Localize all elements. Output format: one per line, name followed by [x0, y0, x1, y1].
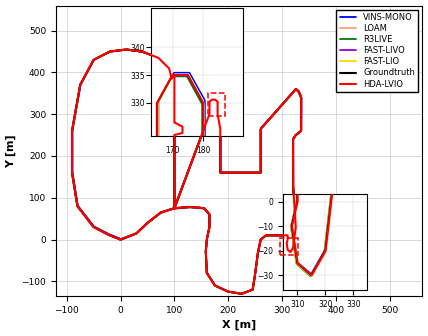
- VINS-MONO: [126, 235, 131, 239]
- R3LIVE: [213, 98, 218, 102]
- VINS-MONO: [239, 292, 244, 296]
- HDA-LVIO: [100, 53, 105, 57]
- VINS-MONO: [207, 217, 212, 221]
- LOAM: [126, 235, 131, 239]
- Line: FAST-LIVO: FAST-LIVO: [72, 49, 301, 294]
- R3LIVE: [217, 135, 223, 139]
- FAST-LIO: [161, 60, 166, 65]
- LOAM: [118, 238, 123, 242]
- FAST-LIVO: [218, 135, 223, 139]
- FAST-LIVO: [213, 98, 218, 102]
- HDA-LVIO: [118, 238, 123, 242]
- Groundtruth: [213, 98, 218, 102]
- HDA-LVIO: [213, 98, 218, 102]
- FAST-LIO: [118, 238, 123, 242]
- Groundtruth: [218, 135, 223, 139]
- LOAM: [123, 48, 128, 52]
- R3LIVE: [123, 47, 128, 51]
- Groundtruth: [207, 217, 212, 221]
- Y-axis label: Y [m]: Y [m]: [6, 134, 16, 168]
- Line: R3LIVE: R3LIVE: [72, 49, 301, 294]
- HDA-LVIO: [123, 47, 128, 51]
- LOAM: [217, 135, 223, 139]
- Line: VINS-MONO: VINS-MONO: [72, 50, 301, 294]
- VINS-MONO: [124, 48, 129, 52]
- LOAM: [207, 217, 212, 221]
- Line: HDA-LVIO: HDA-LVIO: [72, 49, 301, 294]
- FAST-LIVO: [118, 238, 123, 242]
- FAST-LIO: [207, 217, 212, 221]
- VINS-MONO: [214, 98, 219, 102]
- Groundtruth: [123, 47, 128, 51]
- HDA-LVIO: [126, 234, 131, 238]
- FAST-LIVO: [126, 234, 131, 238]
- FAST-LIO: [100, 53, 105, 57]
- FAST-LIVO: [161, 60, 166, 65]
- FAST-LIVO: [239, 292, 244, 296]
- R3LIVE: [207, 217, 212, 221]
- Groundtruth: [118, 238, 123, 242]
- FAST-LIO: [218, 135, 223, 139]
- LOAM: [99, 54, 104, 58]
- LOAM: [239, 292, 244, 296]
- R3LIVE: [239, 292, 244, 296]
- Line: Groundtruth: Groundtruth: [72, 49, 301, 294]
- FAST-LIO: [126, 234, 131, 238]
- Bar: [208, 93, 225, 116]
- Groundtruth: [118, 238, 123, 242]
- Groundtruth: [239, 292, 244, 296]
- Legend: VINS-MONO, LOAM, R3LIVE, FAST-LIVO, FAST-LIO, Groundtruth, HDA-LVIO: VINS-MONO, LOAM, R3LIVE, FAST-LIVO, FAST…: [336, 10, 418, 92]
- FAST-LIO: [239, 292, 244, 296]
- FAST-LIVO: [100, 53, 105, 57]
- HDA-LVIO: [207, 217, 212, 221]
- R3LIVE: [126, 234, 131, 238]
- FAST-LIVO: [124, 47, 129, 51]
- FAST-LIO: [213, 98, 218, 102]
- Line: LOAM: LOAM: [72, 50, 301, 294]
- Groundtruth: [161, 60, 166, 65]
- LOAM: [213, 98, 218, 102]
- R3LIVE: [118, 238, 123, 242]
- FAST-LIO: [118, 238, 123, 242]
- Line: FAST-LIO: FAST-LIO: [72, 49, 301, 294]
- X-axis label: X [m]: X [m]: [222, 320, 256, 330]
- HDA-LVIO: [218, 135, 223, 139]
- HDA-LVIO: [239, 292, 244, 296]
- Bar: [279, 238, 298, 255]
- VINS-MONO: [218, 135, 223, 139]
- LOAM: [160, 61, 166, 65]
- HDA-LVIO: [118, 238, 123, 242]
- HDA-LVIO: [161, 60, 166, 65]
- R3LIVE: [100, 53, 105, 57]
- Groundtruth: [126, 234, 131, 238]
- FAST-LIVO: [118, 238, 123, 242]
- VINS-MONO: [118, 238, 123, 242]
- VINS-MONO: [100, 53, 105, 57]
- R3LIVE: [118, 238, 123, 242]
- FAST-LIVO: [207, 217, 212, 221]
- R3LIVE: [161, 61, 166, 65]
- Groundtruth: [100, 53, 105, 57]
- VINS-MONO: [119, 237, 124, 241]
- LOAM: [118, 238, 123, 242]
- FAST-LIO: [123, 47, 128, 51]
- VINS-MONO: [161, 61, 166, 65]
